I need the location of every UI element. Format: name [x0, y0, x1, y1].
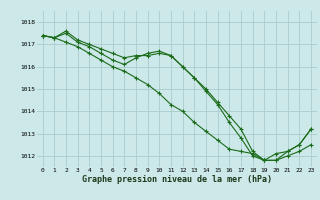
X-axis label: Graphe pression niveau de la mer (hPa): Graphe pression niveau de la mer (hPa)	[82, 175, 272, 184]
